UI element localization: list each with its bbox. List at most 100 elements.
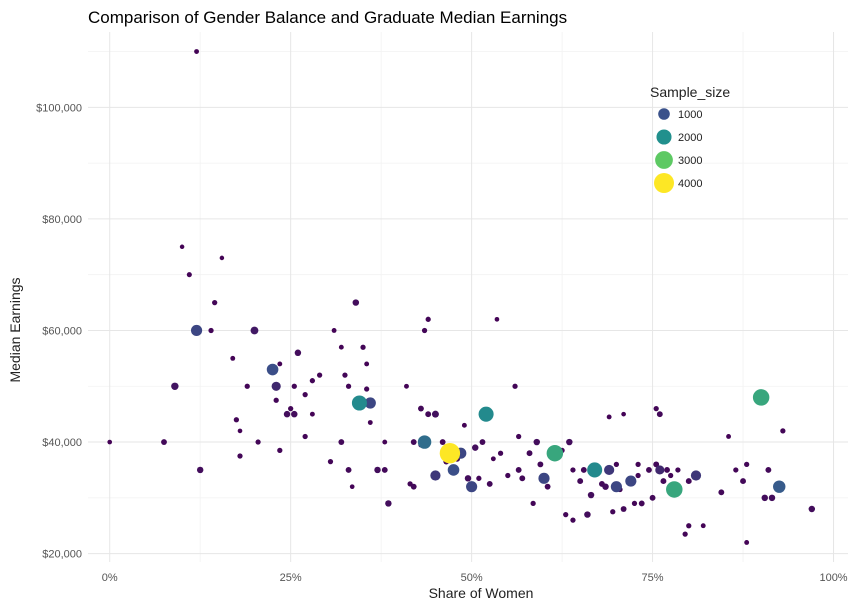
y-tick-label: $40,000 [42, 437, 82, 449]
data-point [761, 494, 768, 502]
data-point [309, 378, 316, 384]
data-point [700, 523, 706, 529]
data-point [439, 443, 461, 464]
data-point [342, 372, 348, 378]
y-tick-label: $80,000 [42, 214, 82, 226]
data-point [685, 478, 692, 485]
data-point [431, 410, 439, 418]
data-point [744, 461, 750, 467]
data-point [570, 467, 576, 473]
data-point [417, 435, 432, 449]
data-point [646, 467, 652, 473]
data-point [364, 386, 370, 392]
data-point [410, 483, 417, 490]
data-point [752, 389, 770, 406]
x-tick-label: 0% [102, 572, 118, 584]
data-point [479, 439, 486, 445]
data-point [244, 383, 250, 389]
chart-title: Comparison of Gender Balance and Graduat… [88, 8, 567, 27]
data-point [425, 316, 431, 322]
legend-label: 2000 [678, 132, 702, 144]
data-point [385, 500, 392, 507]
data-point [660, 478, 667, 485]
data-point [338, 344, 344, 350]
legend-label: 3000 [678, 155, 702, 167]
data-point [808, 505, 816, 513]
data-point [237, 453, 243, 459]
data-point [675, 467, 681, 473]
data-point [171, 382, 179, 390]
data-point [179, 244, 185, 250]
data-point [765, 467, 772, 473]
data-point [655, 465, 665, 475]
data-point [233, 417, 240, 423]
data-point [566, 438, 573, 446]
data-point [478, 406, 494, 422]
data-point [331, 328, 337, 333]
data-point [653, 461, 660, 468]
data-point [587, 462, 603, 478]
data-point [230, 355, 236, 361]
data-point [497, 450, 504, 456]
data-point [367, 420, 373, 425]
data-point [271, 381, 281, 391]
data-point [277, 447, 283, 454]
data-point [718, 489, 725, 496]
data-point [439, 439, 446, 445]
data-point [476, 475, 482, 481]
data-point [486, 480, 493, 487]
data-point [668, 472, 674, 479]
data-point [374, 466, 381, 474]
data-point [194, 49, 200, 54]
data-point [537, 461, 544, 468]
data-point [107, 439, 113, 445]
data-point [466, 481, 478, 493]
data-point [682, 531, 688, 537]
data-point [291, 383, 297, 389]
data-point [649, 494, 656, 501]
data-point [584, 511, 591, 518]
data-point [360, 344, 366, 350]
y-axis-title: Median Earnings [7, 277, 23, 382]
data-point [237, 428, 243, 434]
data-point [533, 438, 540, 446]
data-point [410, 439, 417, 445]
data-point [515, 467, 522, 473]
data-point [461, 422, 467, 428]
data-point [744, 540, 750, 545]
data-point [345, 467, 352, 473]
data-point [604, 464, 615, 476]
data-point [664, 467, 670, 473]
data-point [338, 439, 345, 445]
data-point [425, 411, 432, 418]
data-point [490, 456, 496, 462]
data-point [613, 461, 620, 467]
data-point [327, 458, 334, 465]
data-point [266, 363, 279, 376]
data-point [212, 299, 218, 306]
data-point [273, 397, 279, 403]
data-point [447, 464, 460, 476]
grid [88, 32, 848, 562]
data-point [610, 481, 622, 493]
y-tick-label: $20,000 [42, 549, 82, 561]
data-point [352, 299, 360, 306]
x-tick-label: 25% [280, 572, 302, 584]
data-point [464, 475, 472, 482]
data-point [190, 324, 203, 337]
data-point [291, 410, 298, 418]
data-point [302, 433, 308, 440]
data-point [364, 361, 370, 367]
data-point [418, 405, 424, 412]
data-point [768, 494, 776, 502]
data-point [780, 428, 786, 434]
data-point [208, 327, 214, 334]
data-point [587, 491, 595, 499]
data-point [666, 481, 683, 498]
data-point [472, 444, 479, 451]
data-point [653, 405, 659, 412]
data-point [430, 470, 441, 481]
legend-entries: 1000 2000 3000 4000 [654, 108, 702, 193]
data-point [421, 327, 428, 334]
data-point [309, 411, 315, 417]
